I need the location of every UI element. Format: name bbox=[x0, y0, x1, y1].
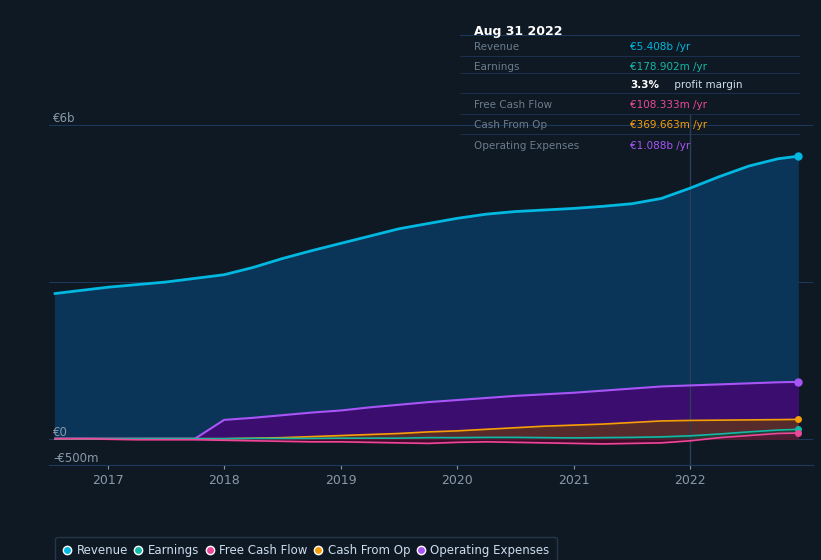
Text: €6b: €6b bbox=[53, 113, 76, 125]
Legend: Revenue, Earnings, Free Cash Flow, Cash From Op, Operating Expenses: Revenue, Earnings, Free Cash Flow, Cash … bbox=[55, 536, 557, 560]
Text: Free Cash Flow: Free Cash Flow bbox=[474, 100, 552, 110]
Text: €1.088b /yr: €1.088b /yr bbox=[630, 141, 690, 151]
Text: Revenue: Revenue bbox=[474, 42, 519, 52]
Text: Aug 31 2022: Aug 31 2022 bbox=[474, 25, 562, 38]
Text: -€500m: -€500m bbox=[53, 452, 99, 465]
Text: €369.663m /yr: €369.663m /yr bbox=[630, 120, 707, 130]
Text: €108.333m /yr: €108.333m /yr bbox=[630, 100, 707, 110]
Text: Operating Expenses: Operating Expenses bbox=[474, 141, 579, 151]
Text: €178.902m /yr: €178.902m /yr bbox=[630, 62, 707, 72]
Text: profit margin: profit margin bbox=[671, 80, 742, 90]
Text: Earnings: Earnings bbox=[474, 62, 519, 72]
Text: €0: €0 bbox=[53, 426, 68, 438]
Text: Cash From Op: Cash From Op bbox=[474, 120, 547, 130]
Text: 3.3%: 3.3% bbox=[630, 80, 659, 90]
Text: €5.408b /yr: €5.408b /yr bbox=[630, 42, 690, 52]
